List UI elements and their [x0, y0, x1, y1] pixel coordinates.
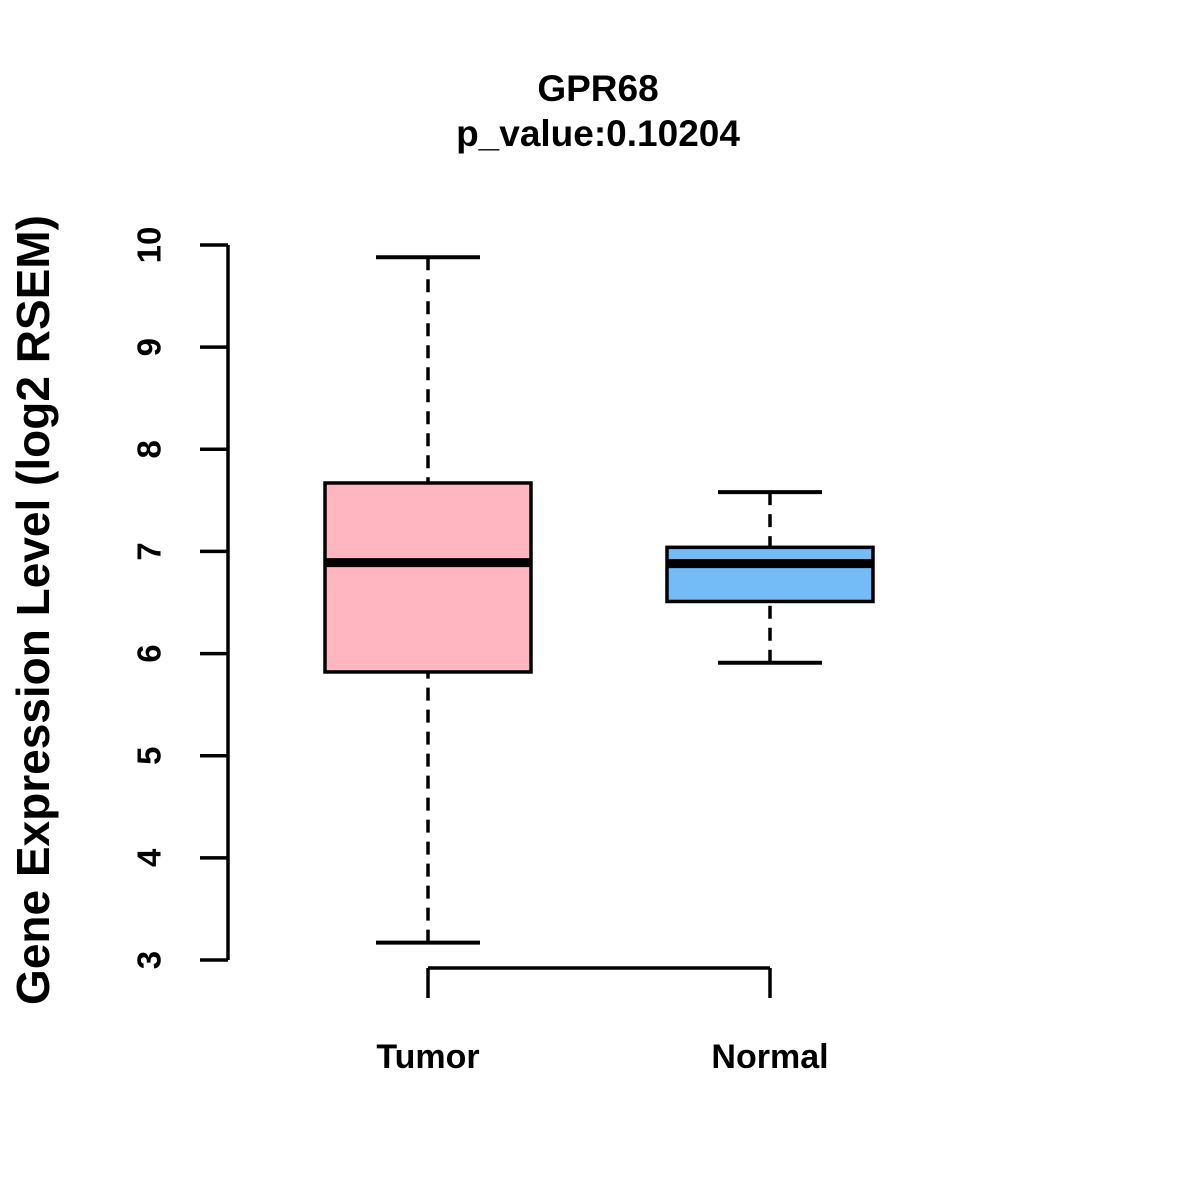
y-tick-label: 8: [131, 440, 168, 458]
y-tick-label: 5: [131, 747, 168, 765]
y-tick-label: 10: [131, 227, 168, 264]
box-normal: [665, 545, 875, 604]
box-tumor: [323, 481, 533, 674]
category-label-normal: Normal: [711, 1038, 829, 1076]
y-tick-label: 7: [131, 542, 168, 560]
y-tick-label: 4: [131, 848, 168, 867]
chart-subtitle: p_value:0.10204: [456, 113, 740, 154]
y-tick-label: 3: [131, 951, 168, 969]
y-tick-label: 9: [131, 338, 168, 356]
y-tick-label: 6: [131, 644, 168, 662]
chart-title: GPR68: [537, 68, 659, 109]
chart-title-block: GPR68 p_value:0.10204: [228, 66, 968, 156]
category-label-tumor: Tumor: [376, 1038, 480, 1076]
